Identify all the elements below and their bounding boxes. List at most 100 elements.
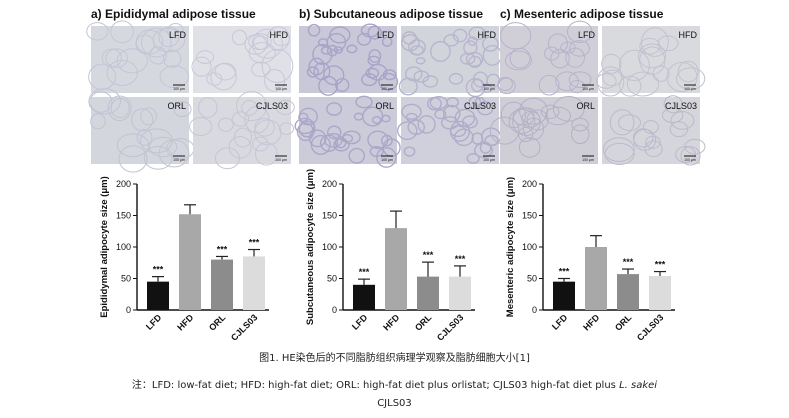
significance-marker: *** [359,267,370,277]
bar [211,259,233,310]
x-tick-label: CJLS03 [435,312,465,342]
y-tick-label: 50 [527,274,537,284]
tile-background [602,26,700,93]
cell-outline [434,109,447,120]
cell-outline [565,47,585,68]
cell-outline [639,46,666,75]
cell-outline [278,122,295,135]
significance-marker: *** [655,260,666,270]
significance-marker: *** [455,254,466,264]
cell-outline [326,102,343,116]
scale-bar-label: 100 μm [275,158,287,162]
cell-outline [680,146,701,166]
micrograph-tile [294,95,401,168]
cell-outline [312,43,333,65]
cell-outline [609,109,635,136]
cell-outline [356,32,372,46]
bar [585,247,607,310]
cell-outline [381,114,391,123]
cell-outline [470,78,484,93]
cell-outline [189,117,213,137]
cell-outline [430,40,451,63]
bar [417,276,439,310]
x-tick-label: LFD [550,312,570,332]
cell-outline [550,49,570,69]
cell-outline [116,133,150,157]
cell-outline [401,103,422,120]
y-tick-label: 100 [522,242,537,252]
x-tick-label: LFD [144,312,164,332]
scale-bar-label: 100 μm [381,158,393,162]
cell-outline [602,137,635,162]
cell-outline [465,51,484,67]
cell-outline [306,66,319,78]
cell-outline [276,99,295,115]
cell-outline [255,141,278,166]
cell-outline [307,23,321,37]
cell-outline [518,136,541,158]
cell-outline [252,136,269,152]
significance-marker: *** [423,250,434,260]
cell-outline [89,91,113,113]
micrograph-tile [595,26,706,97]
cell-outline [519,97,549,125]
tile-label: HFD [679,30,698,40]
cell-outline [341,134,354,143]
cell-outline [329,26,351,44]
cell-outline [545,106,571,126]
micrograph-tile [489,95,598,164]
cell-outline [381,36,393,47]
x-tick-label: HFD [581,312,602,333]
tile-label: ORL [167,101,186,111]
cell-outline [429,95,448,110]
cell-outline [652,65,670,82]
tile-label: ORL [375,101,394,111]
cell-outline [500,22,532,50]
cell-outline [86,22,109,41]
tile-label: LFD [169,30,187,40]
cell-outline [472,71,489,88]
tile-label: ORL [576,101,595,111]
cell-outline [231,111,250,127]
cell-outline [508,108,536,134]
cell-outline [675,146,697,163]
cell-outline [477,101,494,116]
figure-note-line2: CJLS03 [377,398,412,409]
cell-outline [241,100,258,116]
cell-outline [670,111,695,130]
y-tick-label: 100 [322,242,337,252]
micrograph-tile [189,91,295,170]
scale-bar-label: 100 μm [173,158,185,162]
cell-outline [410,45,424,56]
significance-marker: *** [249,238,260,248]
cell-outline [191,56,212,77]
cell-outline [538,74,560,96]
y-tick-label: 0 [126,305,131,315]
cell-outline [403,146,416,157]
tile-label: CJLS03 [464,101,496,111]
cell-outline [639,37,661,55]
cell-outline [318,75,339,96]
cell-outline [326,44,338,57]
y-tick-label: 200 [116,179,131,189]
tile-label: HFD [270,30,289,40]
significance-marker: *** [559,267,570,277]
cell-outline [141,27,172,58]
cell-outline [143,145,173,170]
micrograph-tile [398,26,502,98]
panel-title: c) Mesenteric adipose tissue [500,7,664,21]
bar [649,275,671,310]
cell-outline [159,65,190,89]
cell-outline [448,72,464,85]
tile-label: LFD [377,30,395,40]
micrograph-tile [497,20,598,96]
cell-outline [210,63,237,91]
cell-outline [657,35,679,52]
cell-outline [568,71,592,88]
cell-outline [320,46,332,55]
cell-outline [236,91,268,122]
cell-outline [567,20,593,44]
scale-bar-label: 100 μm [381,87,393,91]
scale-bar-label: 100 μm [173,87,185,91]
